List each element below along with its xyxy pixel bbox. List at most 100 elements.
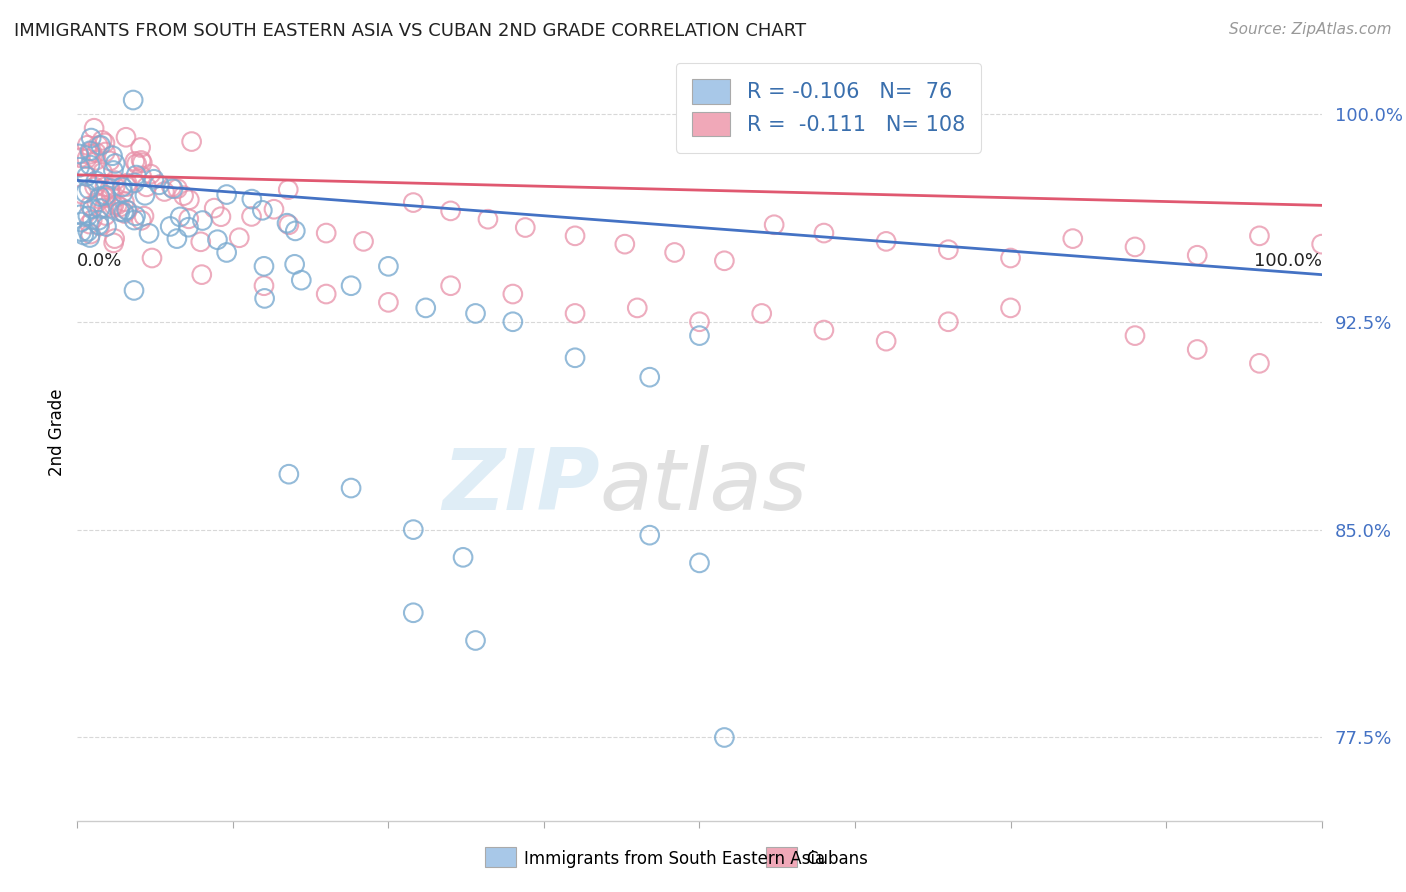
Point bbox=[122, 93, 145, 107]
Point bbox=[76, 152, 98, 166]
Point bbox=[191, 213, 214, 227]
Point bbox=[215, 245, 238, 260]
Point bbox=[112, 194, 135, 209]
Point bbox=[813, 323, 835, 337]
Point bbox=[134, 188, 156, 202]
Point bbox=[1000, 251, 1022, 265]
Point bbox=[103, 235, 125, 250]
Point bbox=[105, 198, 128, 212]
Point bbox=[148, 178, 170, 192]
Point bbox=[117, 203, 139, 218]
Point bbox=[70, 225, 93, 239]
Point bbox=[464, 306, 486, 320]
Text: atlas: atlas bbox=[600, 445, 808, 528]
Point bbox=[875, 334, 897, 348]
Point bbox=[180, 135, 202, 149]
Point bbox=[209, 210, 232, 224]
Point bbox=[1123, 240, 1146, 254]
Point bbox=[202, 201, 225, 215]
Point bbox=[91, 165, 114, 179]
Point bbox=[415, 301, 437, 315]
Point bbox=[290, 273, 312, 287]
Text: 100.0%: 100.0% bbox=[1254, 252, 1322, 269]
Point bbox=[98, 153, 121, 168]
Point bbox=[340, 278, 363, 293]
Point bbox=[813, 226, 835, 240]
Point bbox=[131, 213, 153, 227]
Text: ZIP: ZIP bbox=[443, 445, 600, 528]
Point bbox=[207, 233, 229, 247]
Point bbox=[104, 179, 127, 194]
Point bbox=[86, 195, 108, 210]
Point bbox=[252, 203, 274, 218]
Point bbox=[89, 219, 111, 233]
Point bbox=[132, 209, 155, 223]
Point bbox=[79, 158, 101, 172]
Point bbox=[77, 209, 100, 223]
Point bbox=[277, 218, 299, 232]
Point bbox=[613, 237, 636, 252]
Point bbox=[713, 253, 735, 268]
Point bbox=[166, 182, 188, 196]
Point bbox=[173, 188, 195, 202]
Point bbox=[502, 315, 524, 329]
Point bbox=[89, 189, 111, 203]
Point bbox=[124, 154, 146, 169]
Point bbox=[138, 227, 160, 241]
Point bbox=[153, 185, 176, 199]
Point bbox=[451, 550, 474, 565]
Point bbox=[125, 168, 148, 182]
Point bbox=[1310, 237, 1333, 252]
Point bbox=[160, 180, 183, 194]
Point bbox=[439, 203, 461, 218]
Point bbox=[277, 467, 299, 482]
Point bbox=[84, 174, 107, 188]
Point bbox=[122, 284, 145, 298]
Point bbox=[564, 228, 586, 243]
Point bbox=[284, 257, 307, 271]
Point bbox=[115, 130, 138, 145]
Point bbox=[169, 210, 191, 224]
Point bbox=[936, 243, 959, 257]
Point bbox=[101, 149, 124, 163]
Point bbox=[1249, 356, 1271, 370]
Point bbox=[76, 138, 98, 153]
Point bbox=[477, 212, 499, 227]
Point bbox=[215, 187, 238, 202]
Point bbox=[104, 232, 127, 246]
Point bbox=[96, 219, 118, 234]
Point bbox=[253, 260, 276, 274]
Point bbox=[79, 227, 101, 241]
Point bbox=[77, 182, 100, 196]
Point bbox=[402, 523, 425, 537]
Point bbox=[70, 187, 93, 202]
Point bbox=[315, 287, 337, 301]
Point bbox=[315, 226, 337, 240]
Point bbox=[464, 633, 486, 648]
Point bbox=[82, 212, 104, 227]
Point bbox=[638, 370, 661, 384]
Point bbox=[112, 205, 135, 219]
Point bbox=[94, 188, 117, 202]
Point bbox=[638, 528, 661, 542]
Point bbox=[277, 183, 299, 197]
Point bbox=[713, 731, 735, 745]
Point bbox=[80, 145, 103, 159]
Point bbox=[263, 202, 285, 217]
Point bbox=[1000, 301, 1022, 315]
Point bbox=[139, 167, 162, 181]
Point bbox=[83, 121, 105, 136]
Point bbox=[91, 133, 114, 147]
Point bbox=[135, 180, 157, 194]
Point bbox=[79, 199, 101, 213]
Point bbox=[104, 156, 127, 170]
Point bbox=[179, 193, 201, 207]
Point bbox=[79, 144, 101, 158]
Point bbox=[141, 251, 163, 265]
Point bbox=[83, 180, 105, 194]
Point bbox=[340, 481, 363, 495]
Point bbox=[689, 315, 711, 329]
Point bbox=[276, 216, 298, 230]
Point bbox=[515, 220, 537, 235]
Point bbox=[90, 138, 112, 153]
